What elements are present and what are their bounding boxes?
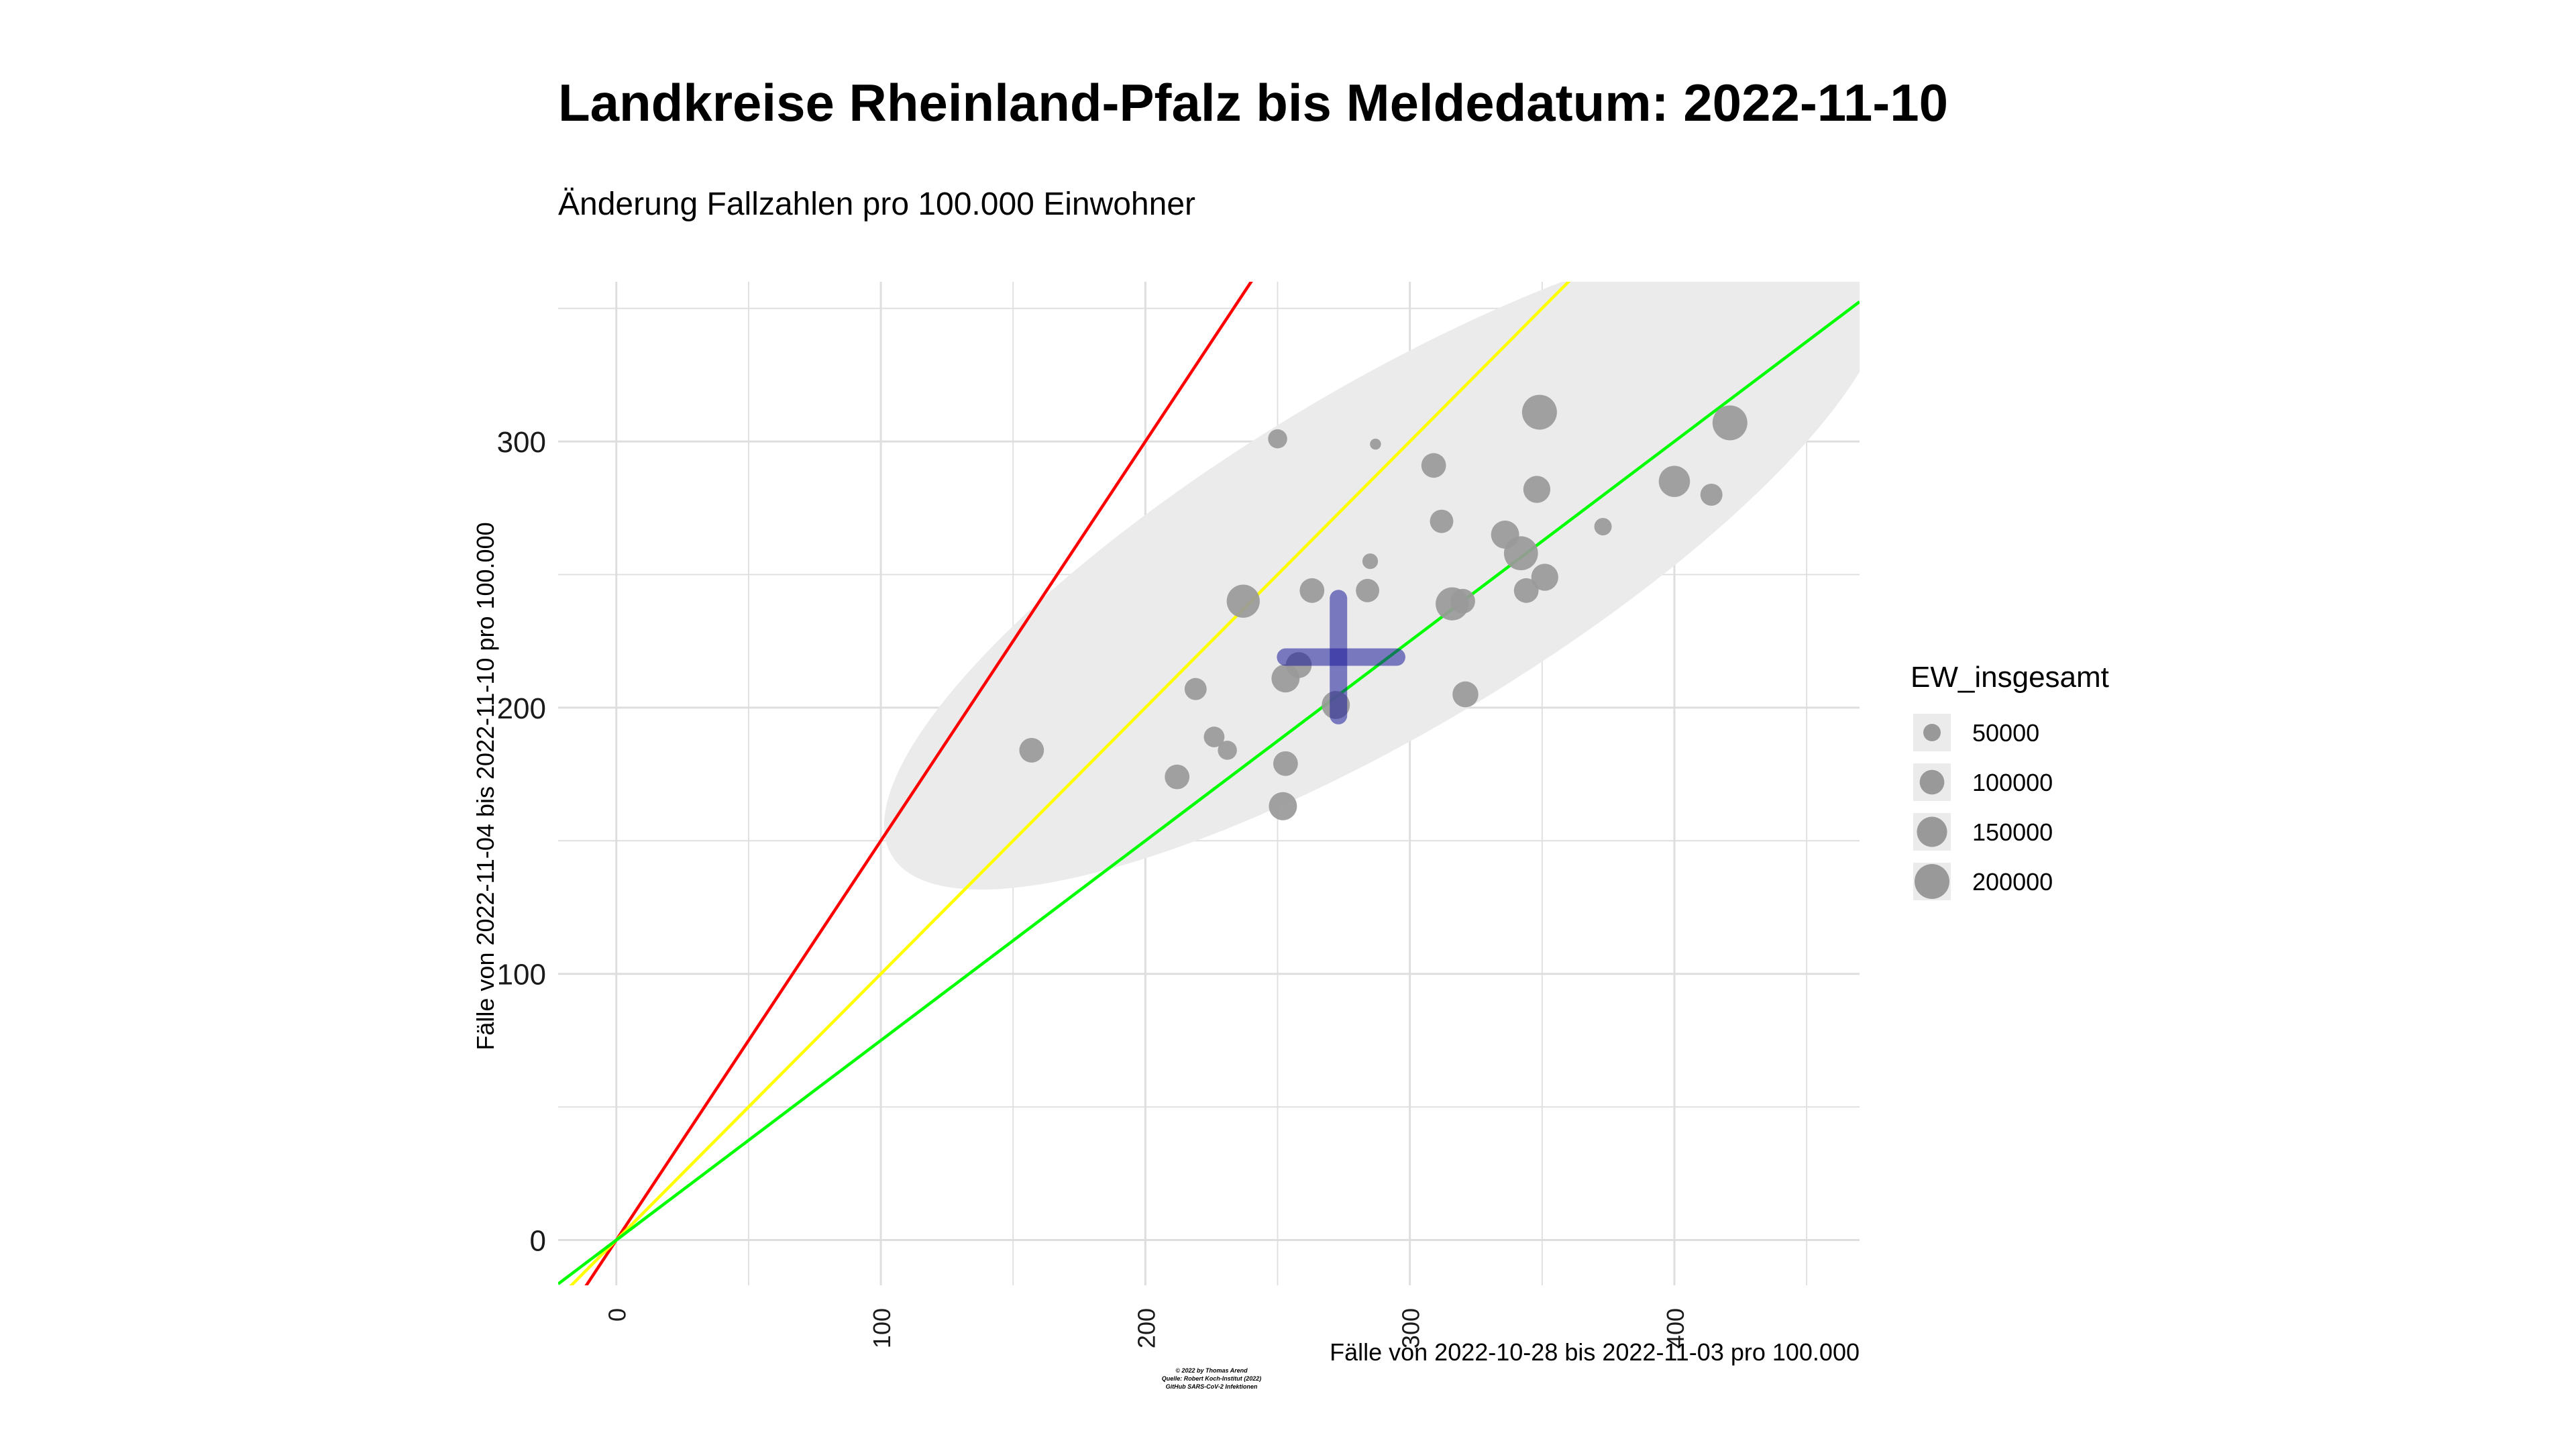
x-tick-label: 400 bbox=[1662, 1308, 1689, 1348]
data-point bbox=[1268, 429, 1287, 449]
legend-entry-label: 150000 bbox=[1972, 818, 2053, 846]
data-point bbox=[1503, 536, 1538, 571]
data-point bbox=[1226, 584, 1260, 618]
x-tick-label: 100 bbox=[868, 1308, 896, 1348]
legend: EW_insgesamt 50000 100000 150000 200000 bbox=[1911, 661, 2109, 900]
chart-subtitle: Änderung Fallzahlen pro 100.000 Einwohne… bbox=[558, 186, 1195, 222]
legend-key-symbol bbox=[1923, 724, 1941, 741]
x-axis-label: Fälle von 2022-10-28 bis 2022-11-03 pro … bbox=[1330, 1338, 1860, 1366]
data-point bbox=[1203, 727, 1225, 747]
data-point bbox=[1421, 453, 1446, 478]
legend-entry-label: 100000 bbox=[1972, 769, 2053, 796]
data-point bbox=[1370, 438, 1381, 450]
y-tick-label: 200 bbox=[497, 692, 546, 725]
data-point bbox=[1165, 764, 1190, 790]
confidence-ellipse bbox=[883, 282, 1860, 890]
y-axis-ticks: 0 100 200 300 bbox=[497, 426, 546, 1257]
legend-entry-label: 200000 bbox=[1972, 868, 2053, 896]
data-point bbox=[1712, 405, 1748, 441]
chart-title: Landkreise Rheinland-Pfalz bis Meldedatu… bbox=[558, 73, 1948, 132]
data-point bbox=[1299, 578, 1325, 603]
data-point bbox=[1362, 553, 1379, 570]
caption-line-1: © 2022 by Thomas Arend bbox=[1175, 1367, 1248, 1374]
x-tick-label: 200 bbox=[1132, 1308, 1160, 1348]
y-tick-label: 100 bbox=[497, 959, 546, 991]
legend-key-symbol bbox=[1919, 769, 1945, 795]
green-reference-line bbox=[558, 300, 1860, 1285]
y-tick-label: 300 bbox=[497, 426, 546, 459]
data-point bbox=[1700, 484, 1723, 506]
x-axis-ticks: 0 100 200 300 400 bbox=[604, 1308, 1689, 1348]
plot-panel bbox=[558, 282, 1860, 1285]
data-point bbox=[1452, 681, 1479, 708]
data-point bbox=[1218, 741, 1237, 760]
data-point bbox=[1658, 466, 1690, 497]
legend-title: EW_insgesamt bbox=[1911, 661, 2109, 694]
data-point bbox=[1430, 509, 1454, 533]
data-point bbox=[1356, 578, 1380, 602]
data-point bbox=[1273, 751, 1298, 776]
y-tick-label: 0 bbox=[530, 1225, 546, 1258]
data-point bbox=[1521, 394, 1557, 430]
data-point bbox=[1594, 518, 1612, 536]
data-point bbox=[1184, 678, 1207, 700]
data-point bbox=[1513, 578, 1539, 603]
data-point bbox=[1269, 792, 1297, 820]
caption-line-2: Quelle: Robert Koch-Institut (2022) bbox=[1162, 1375, 1262, 1382]
mean-cross bbox=[1277, 590, 1405, 724]
data-point bbox=[1523, 476, 1551, 503]
yellow-reference-line bbox=[569, 282, 1571, 1285]
legend-key-symbol bbox=[1915, 864, 1949, 899]
legend-entry-label: 50000 bbox=[1972, 719, 2039, 747]
x-tick-label: 300 bbox=[1397, 1308, 1425, 1348]
x-tick-label: 0 bbox=[604, 1308, 631, 1322]
y-axis-label: Fälle von 2022-11-04 bis 2022-11-10 pro … bbox=[472, 522, 499, 1050]
caption-line-3: GitHub SARS-CoV-2 Infektionen bbox=[1166, 1383, 1258, 1390]
data-point bbox=[1450, 588, 1475, 614]
red-reference-line bbox=[584, 282, 1253, 1285]
data-point bbox=[1019, 738, 1044, 763]
reference-lines bbox=[558, 282, 1860, 1285]
legend-key-symbol bbox=[1917, 816, 1947, 847]
data-point bbox=[1531, 564, 1558, 591]
caption: © 2022 by Thomas Arend Quelle: Robert Ko… bbox=[1162, 1367, 1262, 1390]
